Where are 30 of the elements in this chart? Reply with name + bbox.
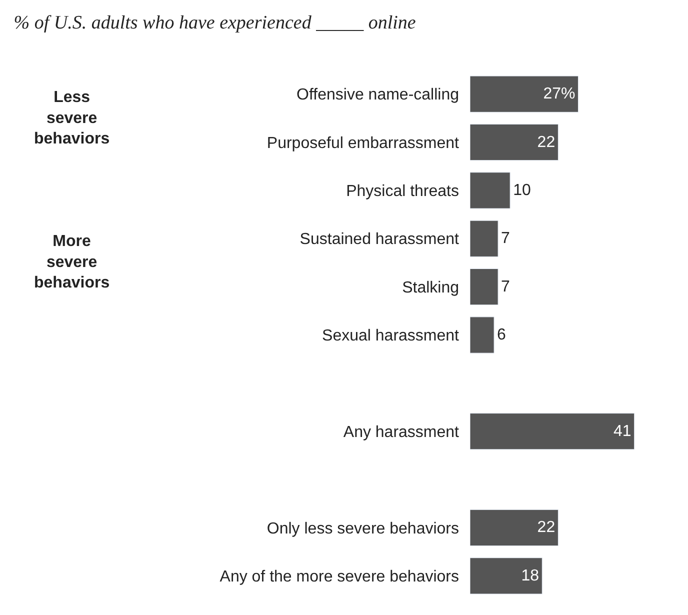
- bar: [470, 316, 494, 354]
- bar: [470, 76, 578, 112]
- y-tick-label: Physical threats: [346, 183, 459, 200]
- data-label: 7: [501, 278, 510, 296]
- data-label: 10: [513, 182, 531, 199]
- data-label: 41: [613, 422, 632, 440]
- y-tick-label: Purposeful embarrassment: [266, 134, 460, 152]
- y-tick-label: Sexual harassment: [322, 328, 460, 345]
- y-tick-label: Any of the more severe behaviors: [220, 568, 459, 586]
- data-label: 6: [497, 326, 506, 344]
- bar: [470, 558, 542, 594]
- data-label: 22: [537, 519, 556, 536]
- y-tick-label: Offensive name-calling: [296, 86, 459, 104]
- bar: [470, 509, 558, 546]
- y-tick-label: Any harassment: [343, 424, 460, 441]
- bar: [470, 413, 635, 450]
- text: % of U.S. adults who have experienced _____ online: [14, 12, 416, 34]
- text: Less severe behaviors: [34, 89, 110, 148]
- text: More severe behaviors: [34, 233, 110, 292]
- bar: [470, 268, 498, 306]
- bar: [470, 172, 510, 209]
- data-label: 27%: [543, 86, 576, 103]
- data-label: 18: [521, 567, 540, 584]
- y-tick-label: Only less severe behaviors: [266, 520, 459, 538]
- y-tick-label: Stalking: [402, 279, 459, 296]
- bar: [470, 220, 498, 257]
- data-label: 7: [501, 230, 510, 248]
- data-label: 22: [537, 134, 556, 151]
- y-tick-label: Sustained harassment: [300, 231, 460, 248]
- bar: [470, 124, 558, 161]
